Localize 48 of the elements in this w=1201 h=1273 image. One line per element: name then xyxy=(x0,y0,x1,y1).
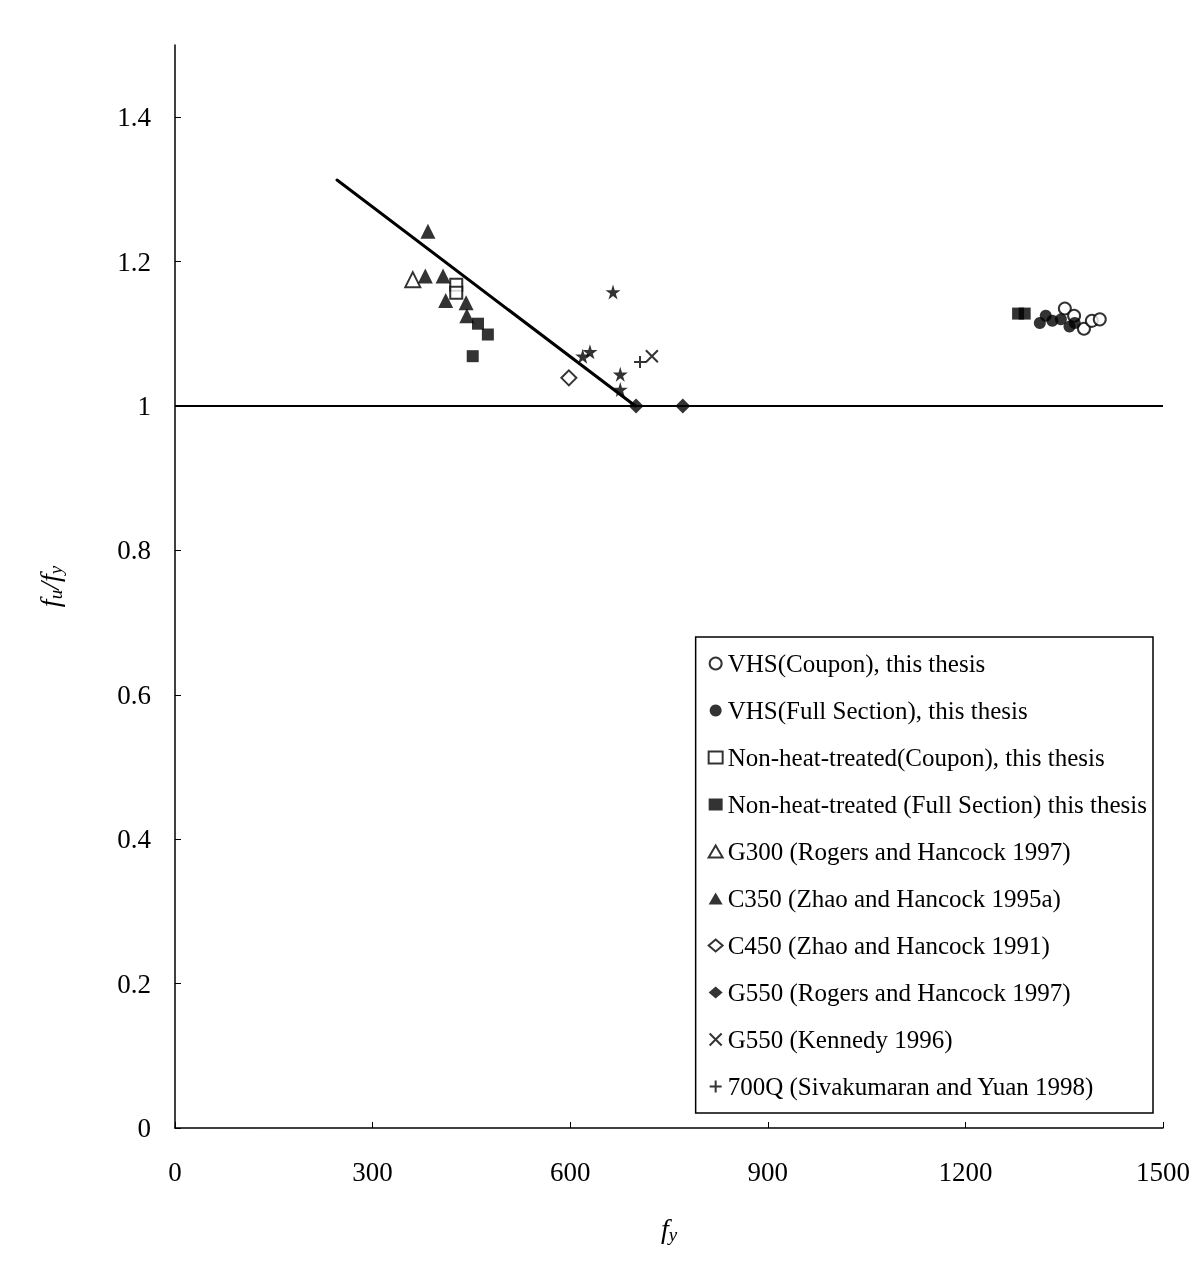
point xyxy=(438,293,454,309)
x-tick-label: 0 xyxy=(168,1156,182,1187)
legend-label: Non-heat-treated(Coupon), this thesis xyxy=(727,744,1105,772)
legend-label: Non-heat-treated (Full Section) this thesis xyxy=(727,791,1148,819)
x-tick-label: 300 xyxy=(352,1156,393,1187)
y-tick-label: 0.4 xyxy=(117,824,152,855)
point xyxy=(1057,301,1072,316)
y-tick-label: 0.6 xyxy=(117,679,151,710)
x-tick-label: 900 xyxy=(747,1156,789,1187)
y-tick-label: 1 xyxy=(137,391,151,421)
point xyxy=(628,398,644,414)
legend-label: 700Q (Sivakumaran and Yuan 1998) xyxy=(727,1073,1094,1101)
y-tick-label: 0.8 xyxy=(117,535,151,566)
point xyxy=(458,295,474,311)
point xyxy=(481,328,494,341)
point xyxy=(1068,316,1081,329)
point xyxy=(420,223,436,239)
x-tick-label: 1500 xyxy=(1136,1156,1190,1187)
legend-label: VHS(Coupon), this thesis xyxy=(727,650,986,678)
legend-label: G300 (Rogers and Hancock 1997) xyxy=(727,838,1071,866)
legend-label: G550 (Kennedy 1996) xyxy=(727,1026,953,1054)
point xyxy=(449,285,464,300)
y-tick-label: 1.2 xyxy=(117,246,151,277)
point xyxy=(1092,312,1107,327)
point xyxy=(612,381,628,397)
legend-label: VHS(Full Section), this thesis xyxy=(727,697,1028,725)
legend-label: C350 (Zhao and Hancock 1995a) xyxy=(727,885,1061,913)
legend-label: G550 (Rogers and Hancock 1997) xyxy=(727,979,1071,1007)
point xyxy=(1018,307,1031,320)
point xyxy=(459,308,475,324)
x-tick-label: 1200 xyxy=(938,1156,993,1187)
point xyxy=(1054,313,1067,326)
point xyxy=(582,344,598,360)
point xyxy=(417,268,433,284)
point xyxy=(404,271,422,289)
y-axis-title: fu/fy xyxy=(34,565,66,608)
point xyxy=(435,268,451,284)
point xyxy=(675,398,691,414)
point xyxy=(560,369,578,387)
x-tick-label: 600 xyxy=(549,1156,591,1187)
point xyxy=(466,350,479,363)
y-tick-label: 0 xyxy=(137,1113,151,1143)
point xyxy=(471,317,484,330)
y-tick-label: 0.2 xyxy=(117,968,151,999)
point xyxy=(605,284,621,300)
y-tick-label: 1.4 xyxy=(117,102,152,133)
legend-label: C450 (Zhao and Hancock 1991) xyxy=(727,932,1050,960)
point xyxy=(612,366,628,382)
